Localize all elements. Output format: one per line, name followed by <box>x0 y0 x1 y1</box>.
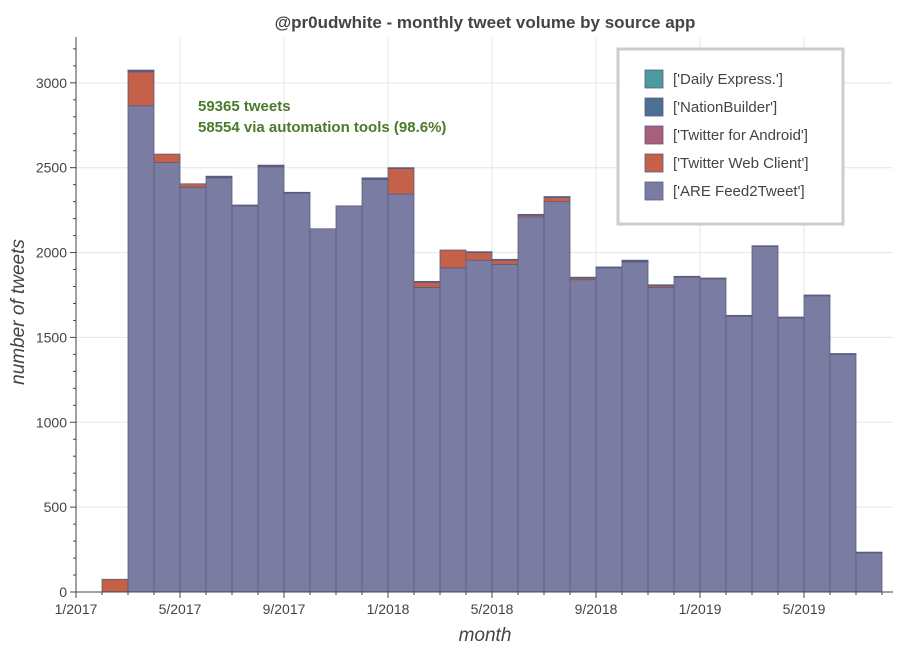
bar-segment <box>231 204 259 207</box>
legend-label: ['Twitter for Android'] <box>673 127 808 144</box>
bar-segment <box>179 186 207 593</box>
bar-segment <box>803 294 831 297</box>
bar-segment <box>595 266 623 269</box>
bar-segment <box>387 193 415 593</box>
legend-swatch <box>644 125 664 145</box>
bar-segment <box>413 281 441 288</box>
legend-swatch <box>644 153 664 173</box>
legend-label: ['ARE Feed2Tweet'] <box>673 183 805 200</box>
y-tick-label: 2000 <box>36 245 67 261</box>
bar-segment <box>725 314 753 317</box>
bar-segment <box>543 196 571 198</box>
annotation-line: 58554 via automation tools (98.6%) <box>198 119 446 136</box>
bar-segment <box>855 551 883 554</box>
bar-segment <box>829 353 857 355</box>
bar-segment <box>335 205 363 593</box>
bar-segment <box>673 275 701 278</box>
bar-segment <box>621 259 649 262</box>
x-tick-label: 1/2019 <box>679 601 722 617</box>
y-tick-label: 3000 <box>36 75 67 91</box>
bar-segment <box>127 71 155 107</box>
y-tick-label: 500 <box>44 499 68 515</box>
legend-label: ['Daily Express.'] <box>673 71 783 88</box>
legend-label: ['Twitter Web Client'] <box>673 155 809 172</box>
x-tick-label: 1/2017 <box>55 601 98 617</box>
bar-segment <box>673 276 701 593</box>
bar-segment <box>621 261 649 593</box>
bar-segment <box>101 578 129 593</box>
bar-segment <box>361 179 389 593</box>
bar-segment <box>387 168 415 195</box>
annotation: 59365 tweets 58554 via automation tools (… <box>198 98 446 136</box>
legend-swatch <box>644 181 664 201</box>
x-tick-label: 5/2017 <box>159 601 202 617</box>
axes: 0 500 1000 1500 2000 2500 3000 1/2017 5/2017 9/20… <box>36 37 893 617</box>
bar-segment <box>569 279 597 593</box>
bar-segment <box>231 205 259 593</box>
bar-segment <box>491 264 519 593</box>
bar-segment <box>127 105 155 593</box>
bar-segment <box>205 177 233 593</box>
bar-segment <box>283 192 311 593</box>
y-axis-label: number of tweets <box>8 239 29 385</box>
bar-segment <box>855 552 883 593</box>
bar-segment <box>465 251 493 253</box>
annotation-line: 59365 tweets <box>198 98 291 115</box>
chart-title: @pr0udwhite - monthly tweet volume by so… <box>275 13 696 32</box>
bar-segment <box>647 284 675 287</box>
x-tick-label: 5/2019 <box>783 601 826 617</box>
bar-segment <box>751 246 779 593</box>
bar-segment <box>257 164 285 167</box>
bar-segment <box>205 175 233 178</box>
bar-segment <box>153 162 181 593</box>
bar-segment <box>517 216 545 593</box>
bar-segment <box>413 281 441 283</box>
bar-segment <box>751 245 779 248</box>
bar-segment <box>361 177 389 180</box>
legend-swatch <box>644 97 664 117</box>
bar-segment <box>569 276 597 279</box>
bar-segment <box>309 228 337 593</box>
bar-segment <box>699 277 727 280</box>
legend-swatch <box>644 69 664 89</box>
bar-segment <box>153 153 181 163</box>
bar-segment <box>465 252 493 261</box>
x-tick-label: 5/2018 <box>471 601 514 617</box>
x-tick-label: 9/2018 <box>575 601 618 617</box>
y-tick-label: 1000 <box>36 414 67 430</box>
y-tick-label: 1500 <box>36 329 67 345</box>
legend: ['Daily Express.'] ['NationBuilder'] ['Twi… <box>616 47 845 226</box>
bar-segment <box>543 196 571 203</box>
bar-segment <box>257 166 285 593</box>
bar-segment <box>595 267 623 593</box>
bar-segment <box>413 286 441 593</box>
bar-segment <box>647 286 675 593</box>
bar-segment <box>543 201 571 593</box>
bar-segment <box>283 191 311 194</box>
bar-segment <box>465 259 493 593</box>
bar-segment <box>829 353 857 593</box>
bar-segment <box>439 249 467 269</box>
bar-segment <box>699 278 727 593</box>
x-tick-label: 9/2017 <box>263 601 306 617</box>
bar-segment <box>725 315 753 593</box>
y-tick-label: 2500 <box>36 160 67 176</box>
bar-segment <box>777 317 805 593</box>
bar-segment <box>491 258 519 261</box>
legend-label: ['NationBuilder'] <box>673 99 777 116</box>
bar-segment <box>127 69 155 72</box>
x-axis-label: month <box>459 625 512 646</box>
bar-segment <box>777 316 805 319</box>
x-tick-label: 1/2018 <box>367 601 410 617</box>
bar-segment <box>439 267 467 593</box>
bar-segment <box>179 183 207 188</box>
bar-segment <box>491 259 519 265</box>
bar-segment <box>387 167 415 169</box>
y-tick-label: 0 <box>59 584 67 600</box>
bar-segment <box>803 295 831 593</box>
bar-segment <box>517 213 545 216</box>
